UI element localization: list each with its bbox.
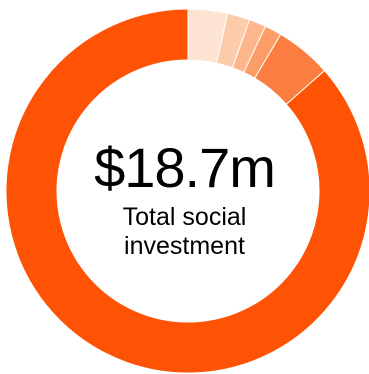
donut-slice-6 [5, 8, 369, 374]
total-value: $18.7m [94, 136, 276, 199]
caption-line-2: investment [124, 232, 245, 260]
donut-slices [5, 8, 369, 374]
total-caption: Total social investment [0, 203, 369, 261]
caption-line-1: Total social [122, 203, 247, 231]
